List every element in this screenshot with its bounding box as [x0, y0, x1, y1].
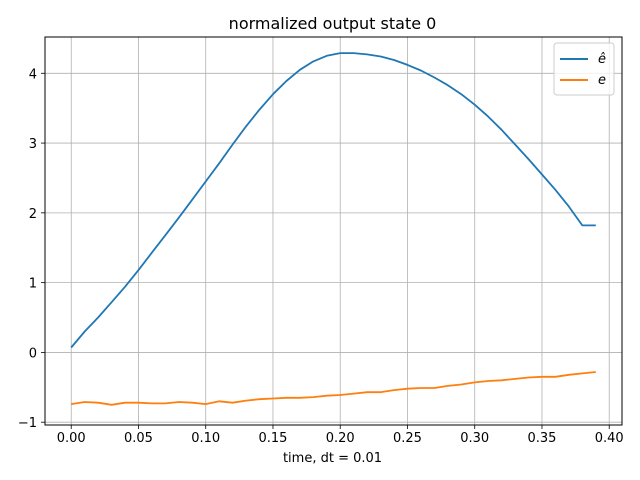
y-tick-label: −1 — [18, 416, 37, 431]
x-tick-label: 0.05 — [124, 431, 153, 446]
x-tick-label: 0.20 — [326, 431, 355, 446]
series-line-e — [71, 371, 596, 406]
legend-label-e-hat: ê — [598, 52, 606, 67]
x-axis-label: time, dt = 0.01 — [283, 451, 382, 466]
legend: ê e — [553, 42, 615, 96]
y-tick-label: 1 — [29, 277, 37, 292]
series-layer — [70, 52, 596, 406]
y-tick-label: 3 — [29, 137, 37, 152]
y-tick-label: 4 — [29, 67, 37, 82]
x-tick-label: 0.15 — [258, 431, 287, 446]
legend-frame — [553, 42, 615, 96]
x-tick-label: 0.10 — [191, 431, 220, 446]
x-axis: 0.00 0.05 0.10 0.15 0.20 0.25 0.30 0.35 0.40 — [57, 425, 624, 446]
legend-label-e: e — [598, 73, 606, 88]
axes-frame — [44, 36, 623, 426]
chart-title: normalized output state 0 — [229, 14, 437, 33]
x-tick-label: 0.35 — [527, 431, 556, 446]
x-tick-label: 0.30 — [460, 431, 489, 446]
x-tick-label: 0.40 — [595, 431, 624, 446]
x-tick-label: 0.25 — [393, 431, 422, 446]
y-axis: −1 0 1 2 3 4 — [18, 67, 45, 431]
y-tick-label: 0 — [29, 346, 37, 361]
x-tick-label: 0.00 — [57, 431, 86, 446]
series-line-e-hat — [70, 52, 596, 349]
y-tick-label: 2 — [29, 207, 37, 222]
grid — [45, 37, 622, 425]
